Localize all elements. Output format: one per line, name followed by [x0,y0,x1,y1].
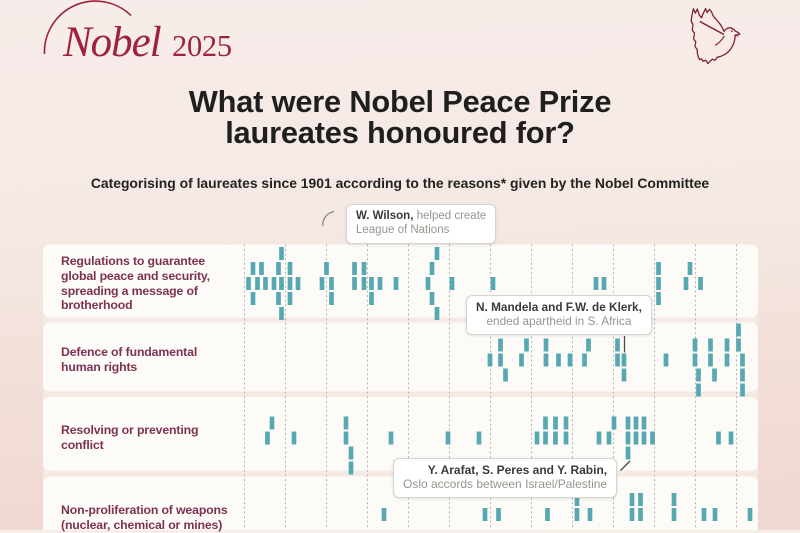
svg-text:2025: 2025 [172,29,232,63]
svg-text:Nobel: Nobel [62,19,161,66]
